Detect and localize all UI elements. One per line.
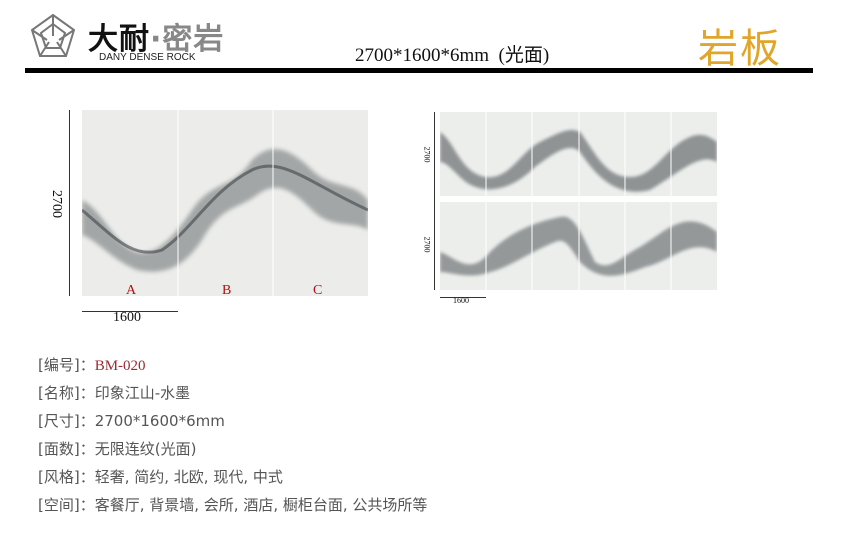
width-dimension-line (440, 297, 486, 298)
slab-layout-image (82, 110, 368, 296)
brand-name: 大耐·密岩 (88, 22, 225, 57)
height-label-bottom: 2700 (422, 236, 432, 253)
spec-surface: [面数]：无限连纹(光面) (38, 440, 197, 458)
spec-code: [编号]：BM-020 (38, 356, 146, 374)
slab-label-a: A (126, 283, 137, 298)
width-dimension-line (82, 311, 178, 312)
height-label-top: 2700 (422, 146, 432, 163)
header-divider (25, 68, 813, 73)
height-dimension-line (69, 110, 70, 296)
spec-size: [尺寸]：2700*1600*6mm (38, 412, 225, 430)
brand-english: DANY DENSE ROCK (99, 52, 196, 63)
slab-label-b: B (222, 283, 232, 298)
height-dimension-line (434, 112, 435, 290)
slab-label-c: C (313, 283, 323, 298)
height-label: 2700 (49, 190, 64, 218)
spec-space: [空间]：客餐厅, 背景墙, 会所, 酒店, 橱柜台面, 公共场所等 (38, 496, 428, 514)
spec-name: [名称]：印象江山-水墨 (38, 384, 191, 402)
continuous-pattern-image (440, 112, 717, 290)
category-title: 岩板 (698, 26, 782, 72)
page-title: 2700*1600*6mm (光面) (355, 45, 550, 66)
logo-icon (30, 13, 76, 57)
width-label: 1600 (113, 310, 141, 325)
spec-style: [风格]：轻奢, 简约, 北欧, 现代, 中式 (38, 468, 283, 486)
width-label: 1600 (453, 296, 469, 305)
